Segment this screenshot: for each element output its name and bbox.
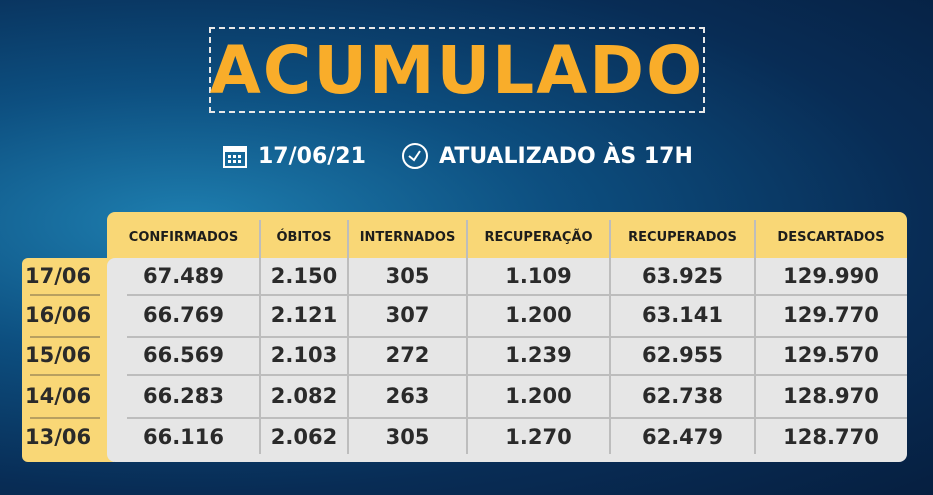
table-cell: 62.479 [641, 425, 724, 449]
row-date: 14/06 [25, 383, 92, 408]
row-divider [30, 294, 100, 296]
table-cell: 263 [385, 383, 430, 408]
table-cell: 307 [385, 303, 430, 327]
table-cell: 66.769 [142, 303, 225, 327]
table-cell: 1.270 [505, 425, 572, 449]
clock-icon [402, 143, 428, 169]
table-cell: 66.283 [142, 383, 225, 408]
column-header: INTERNADOS [359, 230, 456, 245]
row-divider [30, 374, 100, 376]
table-header [107, 212, 907, 260]
page-title: ACUMULADO [209, 31, 705, 109]
row-date: 13/06 [25, 425, 92, 449]
table-cell: 67.489 [142, 263, 225, 288]
row-divider [30, 417, 100, 419]
updated-label: ATUALIZADO ÀS 17H [439, 143, 693, 169]
date-label: 17/06/21 [258, 143, 366, 169]
date-info: 17/06/21 [222, 141, 366, 171]
row-divider [127, 374, 907, 376]
row-date: 17/06 [25, 263, 92, 288]
table-cell: 62.955 [641, 343, 724, 367]
table-cell: 305 [385, 425, 430, 449]
column-header: DESCARTADOS [777, 230, 885, 245]
table-cell: 63.141 [641, 303, 724, 327]
table-cell: 2.103 [270, 343, 338, 367]
table-cell: 62.738 [641, 383, 724, 408]
table-body [107, 258, 907, 462]
column-header: ÓBITOS [276, 230, 332, 245]
column-header: RECUPERADOS [628, 230, 737, 245]
table-cell: 272 [385, 343, 430, 367]
table-cell: 129.570 [783, 343, 879, 367]
table-cell: 128.770 [783, 425, 879, 449]
table-cell: 63.925 [641, 263, 724, 288]
table-cell: 2.150 [270, 263, 338, 288]
row-divider [127, 417, 907, 419]
table-cell: 1.200 [505, 383, 572, 408]
row-date: 15/06 [25, 343, 92, 367]
table-cell: 1.239 [505, 343, 572, 367]
table-cell: 2.082 [270, 383, 338, 408]
table-cell: 129.770 [783, 303, 879, 327]
column-header: CONFIRMADOS [128, 230, 239, 245]
column-header: RECUPERAÇÃO [484, 230, 593, 245]
row-divider [127, 294, 907, 296]
table-cell: 129.990 [783, 263, 879, 288]
calendar-icon [223, 146, 247, 168]
table-cell: 66.569 [142, 343, 225, 367]
table-cell: 128.970 [783, 383, 879, 408]
table-cell: 66.116 [142, 425, 225, 449]
update-info: ATUALIZADO ÀS 17H [401, 141, 693, 171]
table-cell: 2.121 [270, 303, 338, 327]
title-box: ACUMULADO [209, 27, 705, 113]
date-column [22, 258, 114, 462]
table-cell: 1.109 [505, 263, 572, 288]
row-divider [127, 336, 907, 338]
row-date: 16/06 [25, 303, 92, 327]
table-cell: 305 [385, 263, 430, 288]
row-divider [30, 336, 100, 338]
table-cell: 1.200 [505, 303, 572, 327]
table-cell: 2.062 [270, 425, 338, 449]
data-table: CONFIRMADOS ÓBITOS INTERNADOS RECUPERAÇÃO RE… [22, 212, 907, 462]
